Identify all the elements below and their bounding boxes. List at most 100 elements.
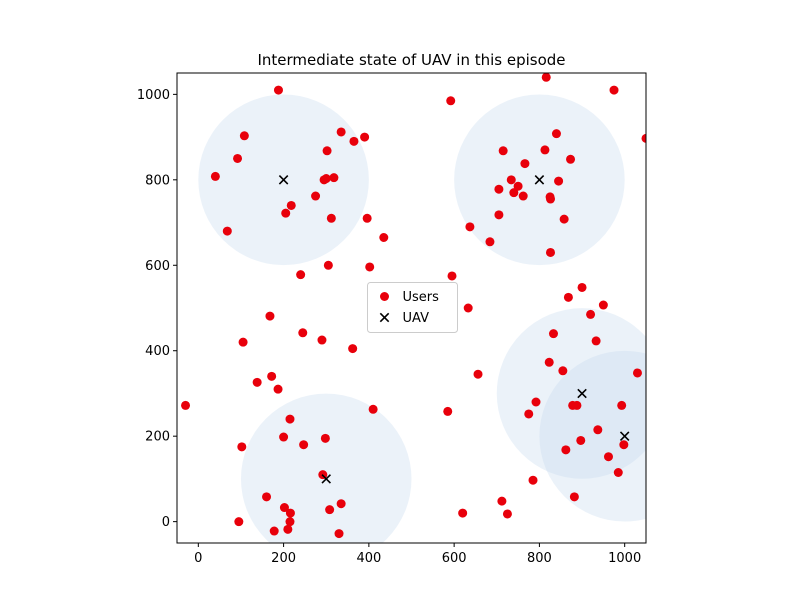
user-point [603, 452, 613, 462]
user-point [269, 526, 279, 536]
user-point [561, 445, 571, 455]
x-tick-label: 600 [442, 551, 467, 566]
user-point [524, 409, 534, 419]
user-point [267, 371, 277, 381]
user-point [365, 262, 375, 272]
x-tick-label: 0 [194, 551, 202, 566]
user-point [296, 270, 306, 280]
y-axis: 0 200 400 600 800 1000 [137, 88, 177, 530]
user-point [311, 191, 321, 201]
user-point [181, 400, 191, 410]
plot-frame [176, 72, 647, 544]
user-point [233, 153, 243, 163]
legend: Users UAV [367, 282, 458, 333]
legend-users-marker [380, 292, 389, 301]
uav-point [619, 431, 630, 441]
user-point [273, 384, 283, 394]
user-point [336, 127, 346, 137]
user-point [528, 475, 538, 485]
y-tick-label: 800 [145, 173, 170, 188]
user-point [520, 159, 530, 169]
user-point [509, 188, 519, 198]
user-point [348, 344, 358, 354]
user-point [279, 503, 289, 513]
user-point [279, 432, 289, 442]
user-point [362, 213, 372, 223]
user-point [273, 85, 283, 95]
user-point [551, 129, 561, 139]
uav-point [577, 388, 587, 399]
uav-points [278, 175, 630, 484]
user-point [446, 96, 456, 106]
user-point [558, 366, 568, 376]
user-point [586, 309, 596, 319]
user-point [518, 191, 528, 201]
user-point [559, 214, 569, 224]
user-point [379, 233, 389, 242]
user-point [463, 303, 473, 313]
user-point [299, 440, 309, 450]
legend-uav-label: UAV [403, 311, 430, 326]
user-point [473, 369, 483, 379]
x-tick-label: 400 [356, 551, 381, 566]
user-point [336, 499, 346, 509]
user-point [554, 176, 564, 186]
user-point [576, 435, 586, 445]
user-point [497, 496, 507, 506]
y-tick-label: 600 [145, 259, 170, 274]
user-point [458, 508, 468, 518]
user-point [262, 492, 272, 502]
user-point [252, 377, 262, 387]
user-point [548, 329, 558, 339]
user-point [593, 425, 603, 435]
user-point [281, 208, 291, 218]
uav-coverage-circle [496, 308, 646, 479]
user-point [322, 146, 332, 156]
user-point [632, 368, 642, 378]
x-tick-label: 800 [527, 551, 552, 566]
user-point [334, 529, 344, 539]
user-point [563, 292, 573, 302]
user-point [443, 406, 453, 416]
user-point [566, 154, 576, 164]
user-point [541, 73, 551, 82]
user-point [349, 136, 359, 146]
user-point [323, 260, 333, 270]
user-point [613, 468, 623, 477]
user-point [265, 311, 275, 321]
user-point [494, 184, 504, 194]
user-point [569, 492, 579, 502]
user-point [329, 173, 339, 183]
user-point [285, 517, 295, 527]
user-point [485, 237, 495, 247]
y-tick-label: 400 [145, 344, 170, 359]
legend-users-label: Users [403, 290, 440, 305]
user-point [325, 505, 335, 515]
user-point [609, 85, 619, 95]
x-axis: 0 200 400 600 800 1000 [194, 543, 641, 566]
user-point [545, 194, 555, 204]
user-point [619, 440, 629, 450]
user-point [360, 132, 370, 142]
user-point [531, 397, 541, 407]
user-point [641, 133, 646, 143]
y-tick-label: 200 [145, 430, 170, 445]
user-points [181, 73, 646, 539]
user-point [285, 508, 295, 518]
user-point [447, 271, 457, 281]
user-point [494, 210, 504, 220]
user-point [513, 181, 523, 191]
legend-box [367, 282, 458, 333]
user-point [283, 524, 293, 534]
user-point [540, 145, 550, 155]
y-tick-label: 1000 [137, 88, 170, 103]
uav-point [321, 474, 331, 484]
user-point [591, 336, 601, 346]
user-point [545, 247, 555, 257]
user-point [598, 300, 608, 310]
user-point [502, 509, 512, 519]
legend-uav-x [379, 312, 390, 323]
user-point [222, 226, 232, 236]
uav-coverage-circle [539, 350, 646, 522]
